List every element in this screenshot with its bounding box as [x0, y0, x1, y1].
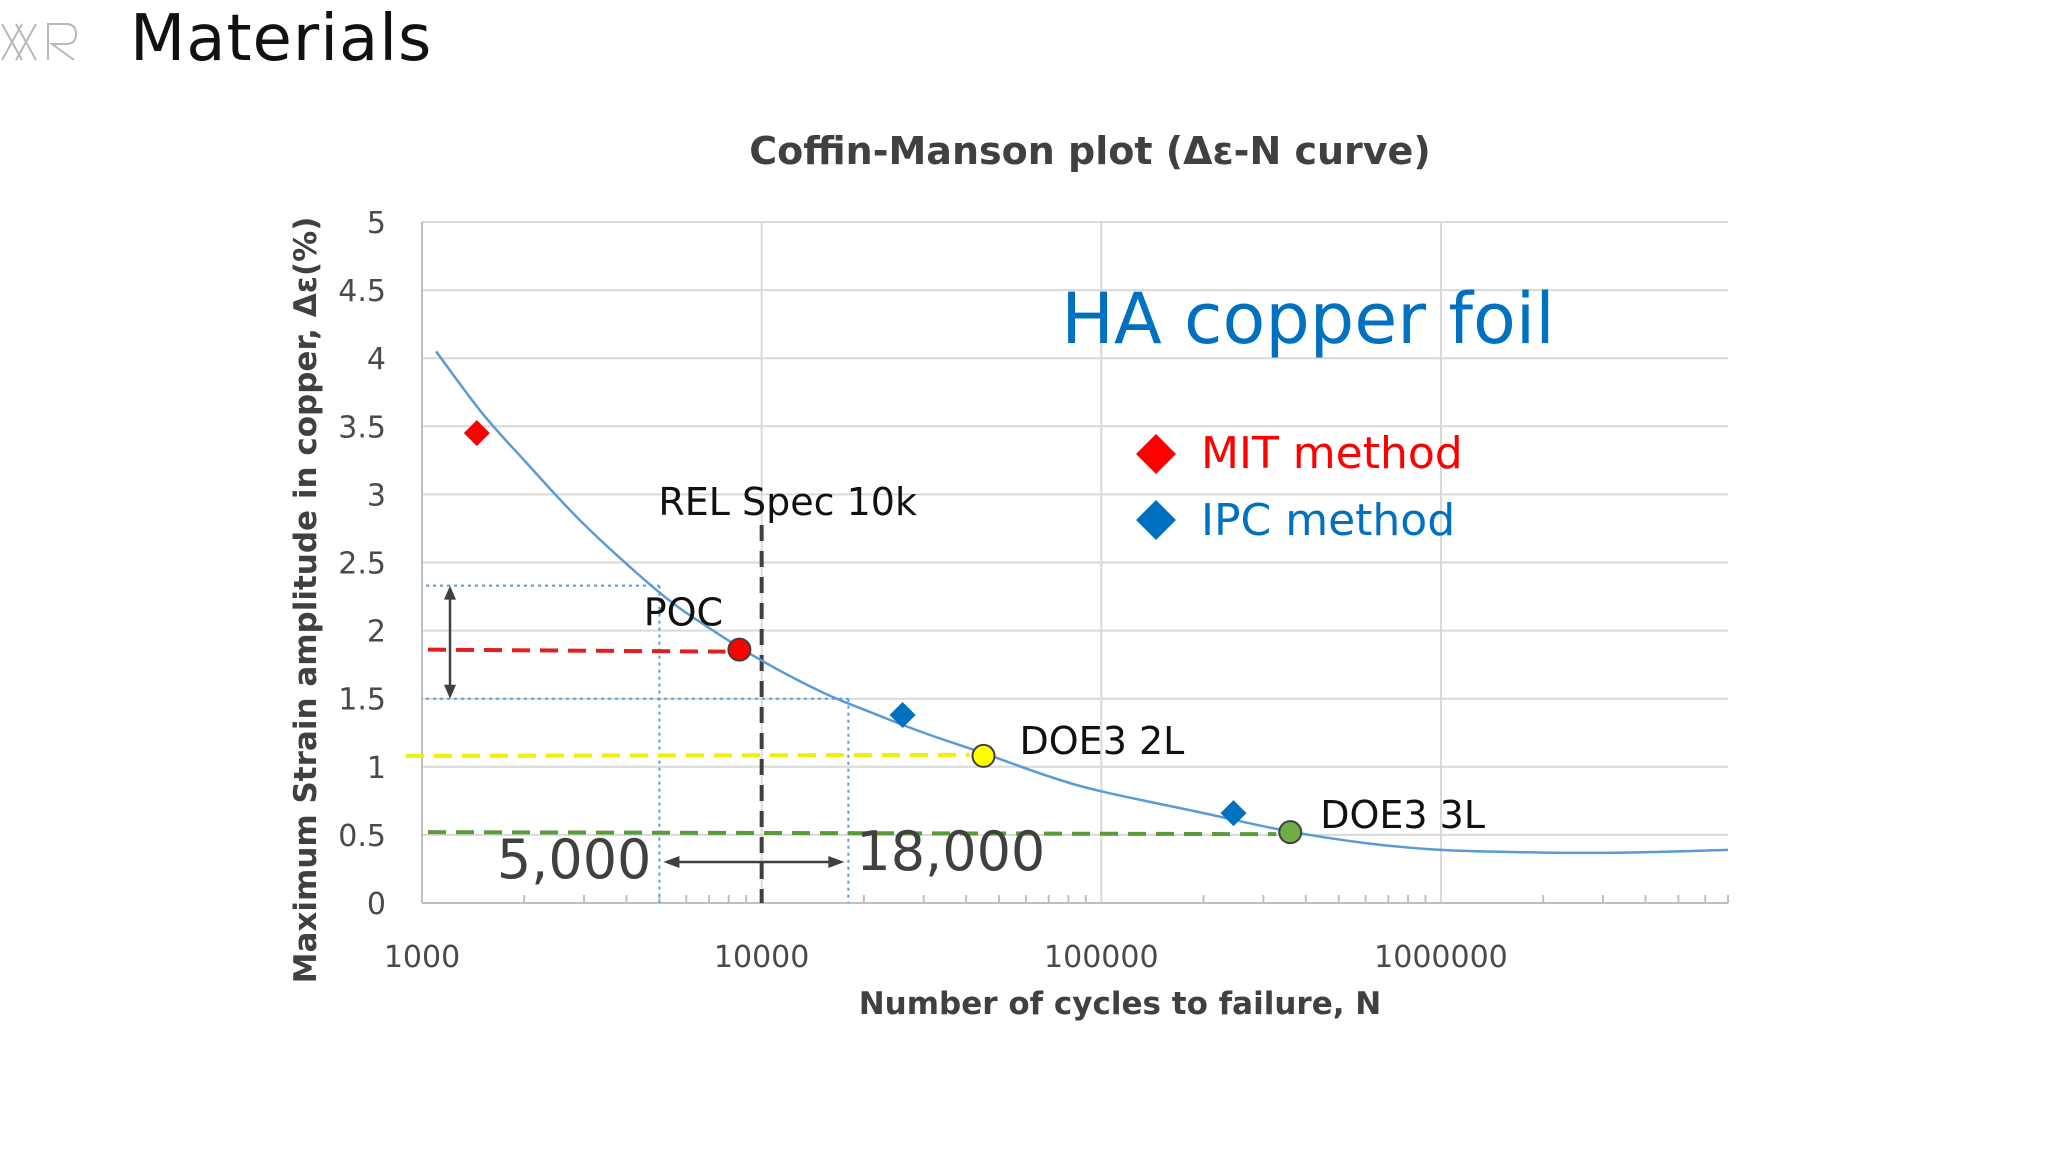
- y-tick-label: 0.5: [338, 819, 386, 854]
- y-tick-label: 1.5: [338, 683, 386, 718]
- y-tick-label: 3: [367, 478, 386, 513]
- design-point-marker: [971, 743, 996, 768]
- y-tick-label: 3.5: [338, 410, 386, 445]
- y-tick-label: 4: [367, 342, 386, 377]
- legend-marker-ipc: [1136, 500, 1176, 540]
- cycle-high-label: 18,000: [856, 820, 1045, 883]
- legend-marker-mit: [1136, 434, 1176, 474]
- marker-layer: [463, 420, 1303, 845]
- strain-arrow-head-down: [444, 684, 456, 699]
- xr-logo-icon: [1, 23, 78, 61]
- cycle-arrow-head-right: [828, 856, 845, 868]
- inset-label: HA copper foil: [1061, 278, 1554, 360]
- slide-header: Materials: [0, 0, 700, 90]
- x-tick-label: 10000: [714, 940, 809, 975]
- cycle-low-label: 5,000: [497, 828, 652, 891]
- text-layer: 0 0.5 1 1.5 2 2.5 3 3.5 4 4.5 5 1000 10000 100000 1000…: [338, 206, 1507, 975]
- design-point-marker: [727, 637, 752, 662]
- design-point-label: DOE3 2L: [1020, 719, 1185, 763]
- legend: MIT method IPC method: [1136, 428, 1463, 546]
- design-point-marker: [1278, 820, 1303, 845]
- chart-title: Coffin-Manson plot (Δε-N curve): [749, 129, 1430, 173]
- design-point-guide: [427, 830, 1277, 837]
- design-point-guide: [427, 647, 726, 654]
- x-axis-title: Number of cycles to failure, N: [859, 986, 1382, 1022]
- design-point-label: POC: [644, 591, 723, 635]
- mit-data-point: [463, 420, 490, 447]
- grid-layer: [421, 221, 1729, 904]
- y-tick-label: 2: [367, 615, 386, 650]
- x-tick-label: 1000000: [1374, 940, 1508, 975]
- x-tick-label: 100000: [1044, 940, 1159, 975]
- y-axis-title: Maximum Strain amplitude in copper, Δε(%…: [288, 217, 324, 984]
- x-tick-label: 1000: [384, 940, 460, 975]
- rel-spec-label: REL Spec 10k: [658, 480, 917, 524]
- ipc-data-point: [889, 702, 916, 729]
- design-point-guide: [405, 752, 970, 758]
- guide-layer: [405, 525, 1277, 903]
- strain-arrow-head-up: [444, 585, 456, 600]
- legend-label-ipc: IPC method: [1201, 495, 1455, 546]
- legend-label-mit: MIT method: [1201, 428, 1463, 479]
- ipc-data-point: [1220, 800, 1247, 827]
- y-tick-label: 4.5: [338, 274, 386, 309]
- y-tick-label: 0: [367, 887, 386, 922]
- design-point-label: DOE3 3L: [1320, 793, 1485, 837]
- y-tick-label: 1: [367, 751, 386, 786]
- slide-title: Materials: [130, 2, 433, 76]
- y-tick-label: 5: [367, 206, 386, 241]
- y-tick-label: 2.5: [338, 547, 386, 582]
- cycle-arrow-head-left: [663, 856, 680, 868]
